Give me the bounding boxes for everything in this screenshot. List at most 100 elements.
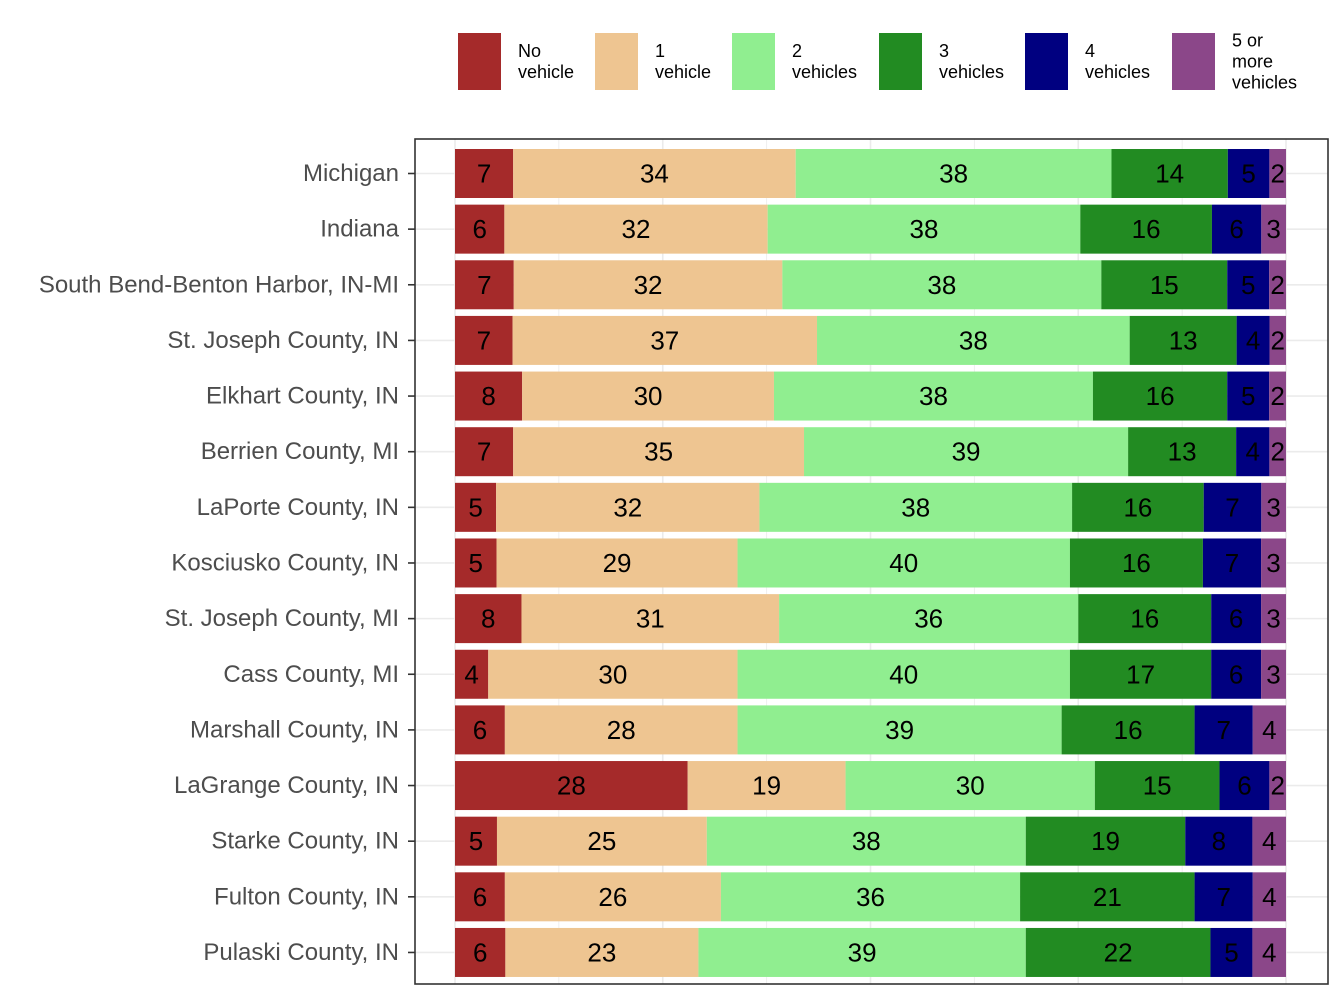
- bar-st-joseph-county-in-no-vehicle: [455, 315, 513, 365]
- bar-indiana-5-or-more-vehicles: [1261, 204, 1286, 254]
- data-label-elkhart-county-in-5-or-more-vehicles: 2: [1270, 381, 1284, 411]
- legend-item-5-or-more-vehicles: 5 or more vehicles: [1172, 31, 1297, 93]
- bar-marshall-county-in-3-vehicles: [1061, 705, 1195, 755]
- bar-berrien-county-mi-5-or-more-vehicles: [1269, 427, 1286, 477]
- data-label-lagrange-county-in-1-vehicle: 19: [752, 771, 781, 801]
- data-label-south-bend-benton-harbor-in-mi-no-vehicle: 7: [477, 270, 491, 300]
- data-label-marshall-county-in-2-vehicles: 39: [885, 715, 914, 745]
- legend-key-5-or-more-vehicles: [1172, 33, 1215, 90]
- data-label-fulton-county-in-1-vehicle: 26: [598, 882, 627, 912]
- bar-lagrange-county-in-no-vehicle: [455, 761, 688, 811]
- bar-lagrange-county-in-3-vehicles: [1094, 761, 1220, 811]
- bar-kosciusko-county-in-2-vehicles: [737, 538, 1070, 588]
- data-label-fulton-county-in-5-or-more-vehicles: 4: [1262, 882, 1276, 912]
- y-tick-label-lagrange-county-in: LaGrange County, IN: [174, 772, 399, 799]
- y-tick-label-starke-county-in: Starke County, IN: [211, 828, 399, 855]
- bar-starke-county-in-3-vehicles: [1025, 816, 1186, 866]
- legend: No vehicle 1 vehicle 2 vehicles 3 vehicles 4 vehi…: [458, 31, 1297, 93]
- data-label-st-joseph-county-in-no-vehicle: 7: [477, 325, 491, 355]
- bar-starke-county-in-5-or-more-vehicles: [1252, 816, 1286, 866]
- bar-fulton-county-in-1-vehicle: [504, 872, 721, 922]
- bar-marshall-county-in-no-vehicle: [455, 705, 505, 755]
- bar-pulaski-county-in-1-vehicle: [505, 927, 699, 977]
- data-label-indiana-5-or-more-vehicles: 3: [1266, 214, 1280, 244]
- bar-st-joseph-county-mi-1-vehicle: [521, 594, 780, 644]
- bar-fulton-county-in-5-or-more-vehicles: [1252, 872, 1286, 922]
- data-label-st-joseph-county-in-2-vehicles: 38: [959, 325, 988, 355]
- legend-label-2-vehicles: 2 vehicles: [792, 41, 857, 82]
- data-label-pulaski-county-in-2-vehicles: 39: [848, 937, 877, 967]
- data-label-indiana-3-vehicles: 16: [1132, 214, 1161, 244]
- bar-south-bend-benton-harbor-in-mi-no-vehicle: [455, 260, 514, 310]
- data-label-marshall-county-in-1-vehicle: 28: [607, 715, 636, 745]
- bar-kosciusko-county-in-no-vehicle: [455, 538, 497, 588]
- bar-laporte-county-in-3-vehicles: [1072, 482, 1204, 532]
- bar-pulaski-county-in-2-vehicles: [698, 927, 1026, 977]
- bar-st-joseph-county-mi-no-vehicle: [455, 594, 522, 644]
- data-label-michigan-5-or-more-vehicles: 2: [1270, 159, 1284, 189]
- bar-pulaski-county-in-5-or-more-vehicles: [1252, 927, 1286, 977]
- bar-south-bend-benton-harbor-in-mi-3-vehicles: [1101, 260, 1228, 310]
- bar-laporte-county-in-no-vehicle: [455, 482, 497, 532]
- bar-indiana-2-vehicles: [767, 204, 1081, 254]
- plot-area: 7 34 38 14 5 26 32 38 16 6 37 32 38 15 5 27 37 38 13 4 28 30 3…: [39, 138, 1329, 985]
- data-label-st-joseph-county-in-1-vehicle: 37: [650, 325, 679, 355]
- data-label-marshall-county-in-4-vehicles: 7: [1216, 715, 1230, 745]
- data-label-berrien-county-mi-no-vehicle: 7: [477, 437, 491, 467]
- data-label-marshall-county-in-3-vehicles: 16: [1114, 715, 1143, 745]
- data-label-michigan-2-vehicles: 38: [939, 159, 968, 189]
- bar-cass-county-mi-2-vehicles: [737, 649, 1070, 699]
- bar-pulaski-county-in-4-vehicles: [1210, 927, 1253, 977]
- bar-lagrange-county-in-5-or-more-vehicles: [1269, 761, 1286, 811]
- data-label-michigan-1-vehicle: 34: [640, 159, 669, 189]
- y-tick-label-cass-county-mi: Cass County, MI: [223, 661, 399, 688]
- data-label-st-joseph-county-in-4-vehicles: 4: [1246, 325, 1260, 355]
- legend-label-4-vehicles: 4 vehicles: [1085, 41, 1150, 82]
- bar-laporte-county-in-4-vehicles: [1203, 482, 1262, 532]
- data-label-cass-county-mi-4-vehicles: 6: [1229, 659, 1243, 689]
- bar-cass-county-mi-3-vehicles: [1069, 649, 1212, 699]
- bar-marshall-county-in-2-vehicles: [737, 705, 1062, 755]
- bar-cass-county-mi-no-vehicle: [455, 649, 489, 699]
- bar-st-joseph-county-mi-4-vehicles: [1211, 594, 1262, 644]
- y-tick-label-indiana: Indiana: [320, 216, 399, 243]
- bar-michigan-2-vehicles: [795, 149, 1112, 198]
- bar-michigan-5-or-more-vehicles: [1269, 149, 1286, 198]
- bar-elkhart-county-in-5-or-more-vehicles: [1269, 371, 1286, 421]
- bar-elkhart-county-in-3-vehicles: [1092, 371, 1228, 421]
- y-tick-label-elkhart-county-in: Elkhart County, IN: [206, 383, 399, 410]
- y-axis: Michigan Indiana South Bend-Benton Harbor,…: [39, 160, 415, 966]
- y-tick-label-michigan: Michigan: [303, 160, 399, 187]
- y-tick-label-marshall-county-in: Marshall County, IN: [190, 716, 399, 743]
- legend-item-2-vehicles: 2 vehicles: [732, 33, 857, 90]
- data-label-pulaski-county-in-4-vehicles: 5: [1224, 937, 1238, 967]
- legend-label-5-or-more-vehicles: 5 or more vehicles: [1232, 31, 1297, 93]
- data-label-kosciusko-county-in-2-vehicles: 40: [889, 548, 918, 578]
- bar-pulaski-county-in-3-vehicles: [1025, 927, 1211, 977]
- data-label-lagrange-county-in-3-vehicles: 15: [1143, 771, 1172, 801]
- data-label-elkhart-county-in-1-vehicle: 30: [634, 381, 663, 411]
- y-tick-label-south-bend-benton-harbor-in-mi: South Bend-Benton Harbor, IN-MI: [39, 271, 399, 298]
- legend-key-2-vehicles: [732, 33, 775, 90]
- legend-item-3-vehicles: 3 vehicles: [879, 33, 1004, 90]
- data-label-south-bend-benton-harbor-in-mi-3-vehicles: 15: [1150, 270, 1179, 300]
- data-label-kosciusko-county-in-3-vehicles: 16: [1122, 548, 1151, 578]
- data-label-indiana-1-vehicle: 32: [622, 214, 651, 244]
- bar-st-joseph-county-in-3-vehicles: [1129, 315, 1237, 365]
- bar-laporte-county-in-2-vehicles: [759, 482, 1073, 532]
- bar-elkhart-county-in-no-vehicle: [455, 371, 523, 421]
- data-label-laporte-county-in-1-vehicle: 32: [613, 492, 642, 522]
- data-labels: 7 34 38 14 5 26 32 38 16 6 37 32 38 15 5 27 37 38 13 4 28 30 3…: [464, 159, 1285, 968]
- data-label-lagrange-county-in-4-vehicles: 6: [1237, 771, 1251, 801]
- data-label-pulaski-county-in-3-vehicles: 22: [1104, 937, 1133, 967]
- bar-berrien-county-mi-no-vehicle: [455, 427, 514, 477]
- data-label-south-bend-benton-harbor-in-mi-5-or-more-vehicles: 2: [1270, 270, 1284, 300]
- data-label-starke-county-in-3-vehicles: 19: [1091, 826, 1120, 856]
- legend-key-no-vehicle: [458, 33, 501, 90]
- bar-indiana-no-vehicle: [455, 204, 505, 254]
- bar-indiana-4-vehicles: [1211, 204, 1262, 254]
- data-label-fulton-county-in-2-vehicles: 36: [856, 882, 885, 912]
- data-label-berrien-county-mi-3-vehicles: 13: [1168, 437, 1197, 467]
